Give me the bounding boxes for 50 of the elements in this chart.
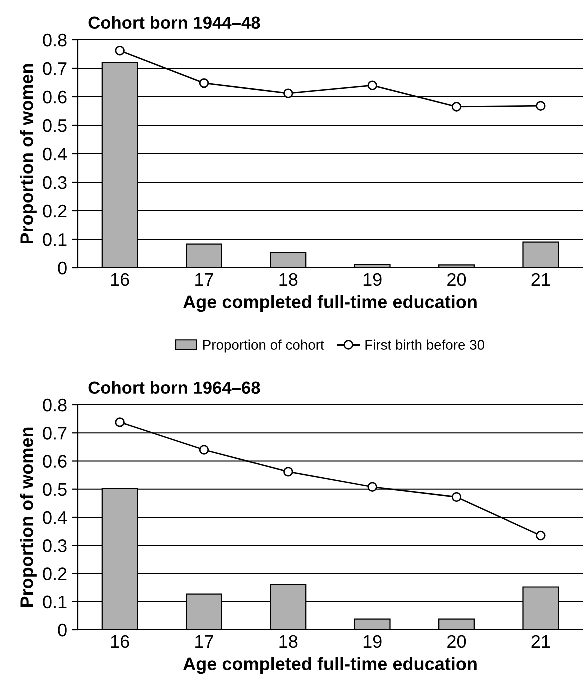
- y-tick-label: 0.2: [43, 568, 67, 580]
- x-tick-label: 21: [532, 635, 550, 648]
- y-tick-label: 0.3: [43, 176, 67, 190]
- y-tick-label: 0.4: [43, 511, 68, 524]
- y-tick-label: 0.2: [43, 204, 67, 218]
- x-tick-label: 18: [280, 273, 298, 286]
- chart-title: Cohort born 1944–48: [88, 16, 260, 30]
- point: [368, 482, 378, 492]
- point: [368, 80, 378, 90]
- y-tick-label: 0.5: [43, 119, 67, 132]
- x-tick-label: 16: [111, 635, 130, 648]
- x-tick-label: 18: [280, 635, 298, 648]
- x-tick-label: 16: [111, 273, 130, 286]
- y-tick-label: 0.7: [43, 62, 67, 76]
- y-tick-label: 0.5: [43, 483, 67, 496]
- y-tick-label: 0.8: [43, 34, 67, 47]
- y-axis-title: Proportion of women: [20, 428, 37, 608]
- legend-label: First birth before 30: [366, 340, 484, 350]
- x-axis-title: Age completed full-time education: [183, 657, 477, 674]
- point: [452, 102, 462, 112]
- y-tick-label: 0: [58, 262, 67, 275]
- point: [284, 88, 294, 98]
- y-tick-label: 0: [58, 624, 67, 637]
- point: [199, 78, 210, 88]
- y-tick-label: 0.1: [43, 596, 67, 609]
- y-axis-title: Proportion of women: [20, 64, 37, 244]
- point: [199, 445, 210, 455]
- y-tick-label: 0.6: [43, 455, 67, 468]
- y-tick-label: 0.1: [43, 233, 67, 246]
- point: [115, 418, 125, 428]
- y-tick-label: 0.7: [43, 427, 67, 440]
- x-tick-label: 20: [448, 273, 466, 286]
- y-tick-label: 0.8: [43, 398, 67, 412]
- y-tick-label: 0.6: [43, 90, 67, 104]
- x-tick-label: 17: [196, 274, 214, 286]
- x-tick-label: 19: [364, 635, 382, 648]
- point: [452, 492, 462, 502]
- y-tick-label: 0.3: [43, 540, 67, 552]
- x-tick-label: 19: [364, 273, 382, 286]
- x-tick-label: 20: [448, 635, 466, 648]
- x-axis-title: Age completed full-time education: [183, 295, 477, 312]
- x-tick-label: 21: [532, 273, 550, 286]
- x-tick-label: 17: [196, 636, 214, 648]
- point: [536, 530, 546, 541]
- chart-title: Cohort born 1964–68: [88, 381, 260, 394]
- point: [536, 101, 546, 111]
- point: [284, 467, 294, 477]
- legend-label: Proportion of cohort: [204, 340, 324, 353]
- point: [115, 46, 125, 56]
- y-tick-label: 0.4: [43, 148, 68, 161]
